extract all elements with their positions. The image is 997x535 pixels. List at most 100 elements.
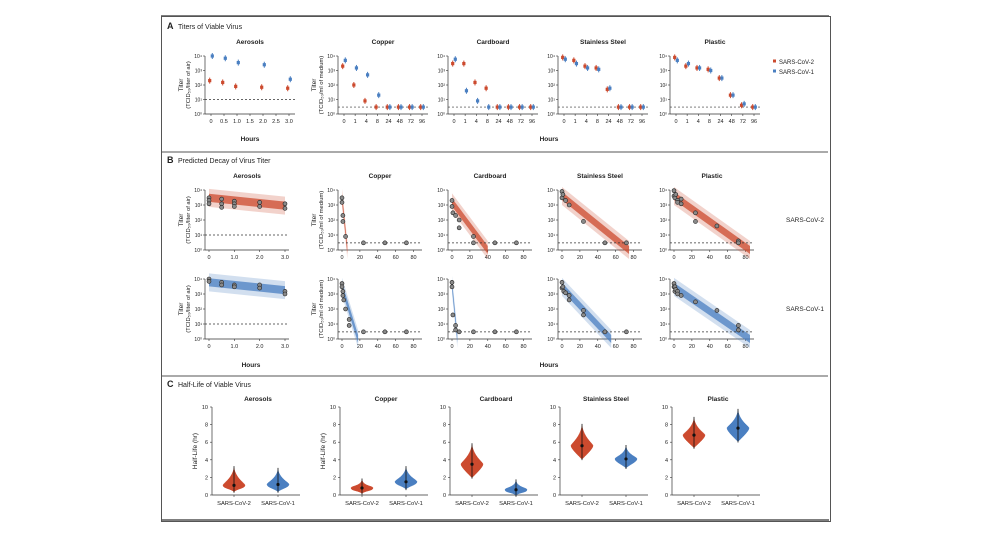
data-point [388, 105, 392, 109]
panel-a-ylabel-medium-sub: (TCID₅₀/ml of medium) [319, 56, 325, 115]
y-tick-label: 4 [665, 458, 668, 464]
y-tick-label: 10² [660, 218, 668, 224]
x-tick-label: 0 [340, 344, 343, 350]
data-point [260, 85, 264, 89]
legend-marker [773, 59, 776, 63]
data-point [464, 89, 469, 93]
x-tick-label: 72 [408, 119, 414, 125]
y-tick-label: 10² [438, 218, 446, 224]
data-point [695, 66, 699, 70]
x-tick-label: 4 [585, 119, 588, 125]
data-point [728, 93, 733, 97]
y-tick-label: 10⁰ [659, 337, 667, 343]
y-tick-label: 10 [330, 405, 336, 411]
panel-b-ylabel-air-sub: (TCID₅₀/liter of air) [186, 196, 192, 244]
y-tick-label: 10¹ [438, 98, 446, 104]
data-point [641, 105, 645, 109]
x-axis-title: Hours [242, 362, 261, 369]
y-tick-label: 10² [328, 307, 336, 313]
panel-a-ylabel-medium: Titer (TCID₅₀/ml of medium) [311, 56, 325, 115]
y-tick-label: 6 [443, 440, 446, 446]
observed-point [560, 192, 566, 197]
x-tick-label: 0 [209, 119, 212, 125]
data-point [236, 61, 240, 65]
panel-a-ylabel-air-main: Titer [178, 78, 185, 92]
data-point [739, 103, 744, 107]
panel-title: Titers of Viable Virus [178, 24, 243, 31]
observed-point [602, 329, 608, 335]
y-tick-label: 10⁴ [194, 54, 202, 60]
y-tick-label: 10² [660, 83, 668, 89]
x-tick-label: 0 [207, 344, 210, 350]
observed-point [346, 323, 352, 328]
observed-point [206, 279, 212, 284]
observed-point [456, 225, 462, 231]
observed-point [453, 323, 458, 328]
half-life-median [514, 488, 518, 492]
y-tick-label: 10⁰ [194, 337, 202, 343]
x-tick-label: 96 [751, 119, 757, 125]
data-point [262, 63, 266, 67]
x-tick-label: 40 [485, 255, 491, 261]
x-tick-label: 20 [467, 255, 473, 261]
observed-point [341, 297, 347, 303]
observed-point [736, 240, 741, 246]
facet-title: Plastic [702, 173, 723, 180]
data-point [616, 105, 621, 109]
y-tick-label: 8 [333, 423, 336, 429]
observed-point [450, 312, 456, 318]
y-tick-label: 10⁰ [547, 248, 555, 254]
panel-b-ylabel-medium-main: Titer [311, 302, 318, 316]
x-tick-label: 72 [740, 119, 746, 125]
observed-point [624, 240, 629, 246]
y-tick-label: 10³ [660, 69, 668, 75]
x-tick-label: 60 [613, 344, 619, 350]
x-tick-label: 40 [595, 255, 601, 261]
x-tick-label: 0 [674, 119, 677, 125]
data-point [487, 105, 491, 109]
observed-point [559, 280, 565, 285]
observed-point [471, 234, 476, 239]
observed-point [382, 240, 388, 246]
data-point [597, 67, 601, 71]
x-tick-label: SARS-CoV-2 [677, 501, 711, 507]
x-tick-label: 8 [708, 119, 711, 125]
x-tick-label: 48 [397, 119, 403, 125]
half-life-median [404, 480, 408, 484]
data-point [473, 80, 477, 85]
x-tick-label: 48 [729, 119, 735, 125]
observed-point [602, 240, 608, 246]
observed-point [340, 293, 346, 298]
observed-point [282, 201, 288, 207]
x-tick-label: 60 [393, 255, 399, 261]
y-tick-label: 2 [553, 475, 556, 481]
facet-title: Copper [375, 396, 398, 403]
panel-a-ylabel-medium-main: Titer [311, 78, 318, 92]
y-tick-label: 10³ [195, 69, 203, 75]
observed-point [449, 198, 455, 203]
observed-point [404, 329, 409, 335]
panel-a-ylabel-air-sub: (TCID₅₀/liter of air) [186, 61, 192, 109]
x-tick-label: SARS-CoV-1 [609, 501, 643, 507]
observed-point [219, 282, 224, 288]
x-tick-label: 72 [518, 119, 524, 125]
observed-point [340, 289, 346, 294]
y-tick-label: 10⁴ [547, 277, 555, 283]
data-point [352, 83, 356, 87]
y-tick-label: 10 [440, 405, 446, 411]
y-tick-label: 10¹ [660, 322, 668, 328]
observed-point [693, 210, 698, 216]
observed-point [340, 213, 346, 218]
data-point [709, 68, 713, 73]
x-tick-label: 8 [376, 119, 379, 125]
data-point [572, 58, 576, 62]
observed-point [257, 285, 262, 291]
data-point [675, 58, 679, 62]
data-point [627, 105, 632, 109]
x-tick-label: 0 [672, 255, 675, 261]
y-tick-label: 10² [660, 307, 668, 313]
panel-letter: A [167, 21, 174, 31]
panel-a-ylabel-air: Titer (TCID₅₀/liter of air) [178, 61, 192, 109]
y-tick-label: 10⁴ [327, 188, 335, 194]
x-tick-label: 80 [742, 255, 748, 261]
